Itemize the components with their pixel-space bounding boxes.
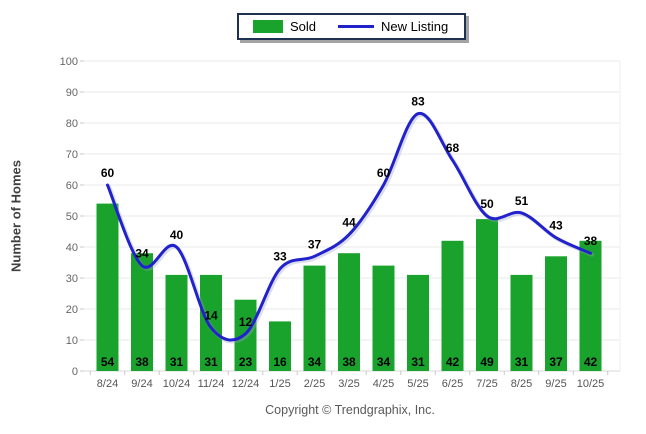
sold-bar [303, 265, 326, 371]
copyright-text: Copyright © Trendgraphix, Inc. [265, 403, 435, 417]
new-listing-value-label: 60 [377, 166, 391, 180]
sold-bar-value-label: 34 [377, 355, 391, 369]
sold-bar [441, 240, 464, 371]
new-listing-value-label: 60 [101, 166, 115, 180]
sold-bar-value-label: 16 [273, 355, 287, 369]
new-listing-value-label: 83 [411, 95, 425, 109]
sold-bar [372, 265, 395, 371]
sold-bar-value-label: 31 [515, 355, 529, 369]
y-tick-label: 50 [66, 211, 78, 223]
x-tick-label: 7/25 [476, 378, 497, 390]
x-tick-label: 8/25 [511, 378, 532, 390]
sold-bar [165, 274, 188, 371]
y-tick-label: 70 [66, 149, 78, 161]
legend-new-listing-swatch [338, 25, 375, 28]
legend-sold-swatch [253, 20, 283, 33]
x-tick-label: 10/24 [163, 378, 191, 390]
sold-bar [338, 253, 360, 371]
sold-bar-value-label: 31 [204, 355, 218, 369]
y-tick-label: 30 [66, 273, 78, 285]
sold-bar-value-label: 31 [170, 355, 184, 369]
x-tick-label: 3/25 [338, 378, 359, 390]
sold-bar-value-label: 38 [135, 355, 149, 369]
new-listing-value-label: 12 [239, 315, 253, 329]
y-tick-label: 20 [66, 304, 78, 316]
new-listing-line [106, 112, 592, 342]
sold-bar [510, 274, 533, 371]
new-listing-value-label: 50 [480, 197, 494, 211]
sold-bar [579, 240, 602, 371]
new-listing-value-label: 14 [204, 309, 218, 323]
sold-bar-value-label: 42 [446, 355, 460, 369]
sold-bar-value-label: 31 [411, 355, 425, 369]
new-listing-value-label: 40 [170, 228, 184, 242]
x-tick-label: 6/25 [442, 378, 463, 390]
x-tick-label: 9/25 [545, 378, 566, 390]
new-listing-value-label: 44 [342, 216, 356, 230]
sold-bar-value-label: 54 [101, 355, 115, 369]
y-tick-label: 80 [66, 118, 78, 130]
y-tick-label: 100 [60, 56, 78, 68]
new-listing-value-label: 34 [135, 247, 149, 261]
y-tick-label: 90 [66, 87, 78, 99]
y-tick-label: 10 [66, 335, 78, 347]
y-tick-label: 40 [66, 242, 78, 254]
new-listing-value-label: 51 [515, 194, 529, 208]
legend: Sold New Listing [237, 13, 467, 40]
new-listing-value-label: 38 [584, 234, 598, 248]
legend-new-listing-label: New Listing [381, 19, 449, 34]
sold-bar [96, 203, 119, 371]
y-tick-label: 60 [66, 180, 78, 192]
x-tick-label: 9/24 [131, 378, 152, 390]
new-listing-value-label: 68 [446, 141, 460, 155]
sold-bar [131, 253, 153, 371]
x-tick-label: 11/24 [198, 378, 225, 390]
sold-bar-value-label: 34 [308, 355, 322, 369]
x-tick-label: 1/25 [269, 378, 290, 390]
x-tick-label: 8/24 [97, 378, 118, 390]
x-tick-label: 5/25 [407, 378, 428, 390]
sold-bar [269, 321, 291, 371]
x-tick-label: 2/25 [304, 378, 325, 390]
sold-bar-value-label: 49 [480, 355, 494, 369]
sold-bar [407, 274, 429, 371]
sold-bar-value-label: 37 [549, 355, 563, 369]
sold-bar [200, 274, 222, 371]
new-listing-value-label: 43 [549, 219, 563, 233]
new-listing-value-label: 37 [308, 237, 322, 251]
y-tick-label: 0 [72, 366, 78, 378]
sold-bar-value-label: 38 [342, 355, 356, 369]
sold-bar [545, 256, 567, 371]
x-tick-label: 12/24 [232, 378, 260, 390]
legend-sold-label: Sold [290, 19, 317, 34]
x-tick-label: 10/25 [577, 378, 605, 390]
sold-bar-value-label: 23 [239, 355, 253, 369]
new-listing-value-label: 33 [273, 250, 287, 264]
sold-bar [476, 219, 498, 371]
x-tick-label: 4/25 [373, 378, 394, 390]
sold-bar-value-label: 42 [584, 355, 598, 369]
